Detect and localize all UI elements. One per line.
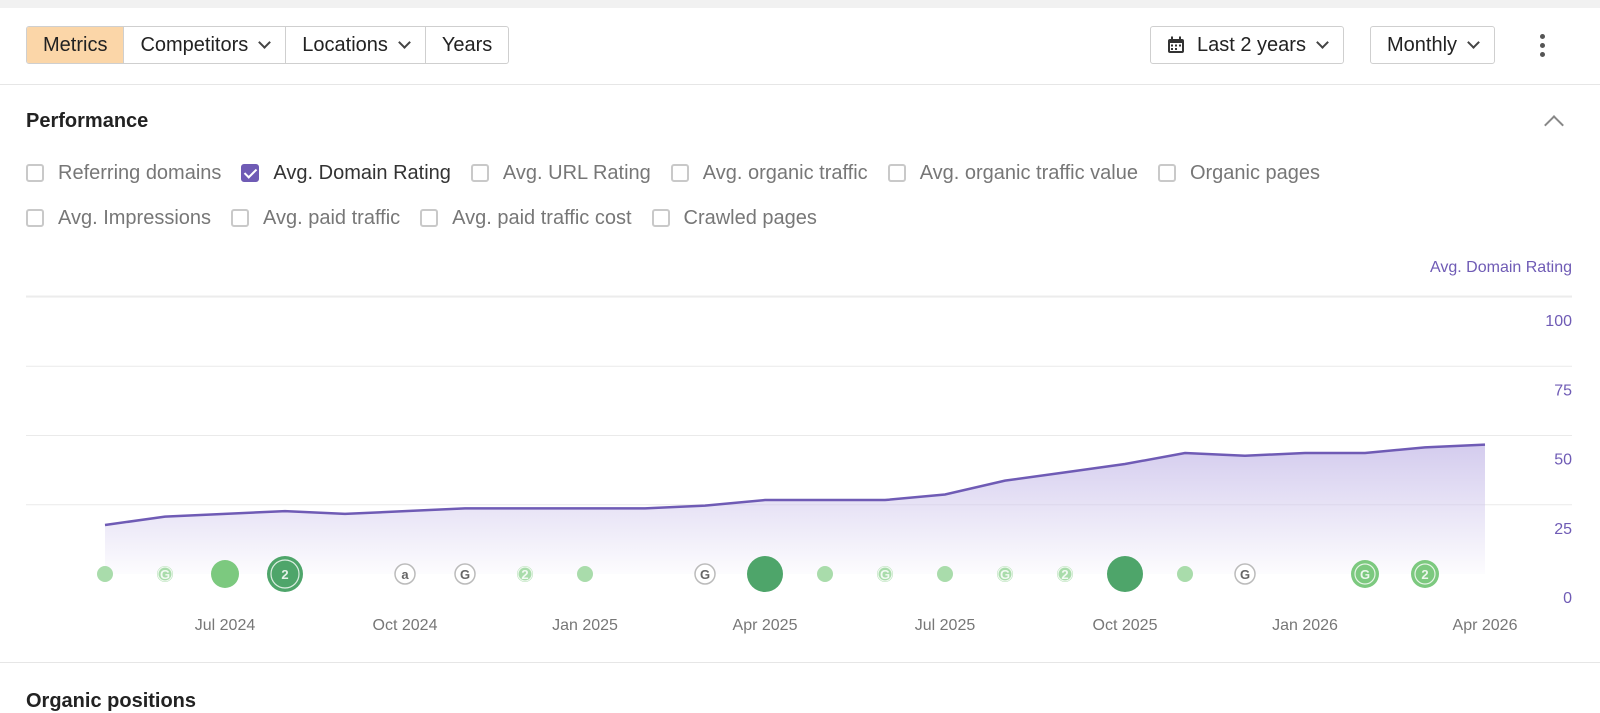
y-tick-label: 75: [1554, 382, 1572, 399]
metric-avg-organic-traffic[interactable]: Avg. organic traffic: [671, 162, 868, 185]
metric-label: Organic pages: [1190, 162, 1320, 185]
domain-rating-chart: Avg. Domain Rating G 2 a G 2 G G G 2 G G 2 Jul 2024…: [0, 250, 1600, 650]
chevron-up-icon[interactable]: [1544, 115, 1564, 135]
metric-label: Avg. organic traffic value: [920, 162, 1138, 185]
x-tick-label: Jul 2025: [915, 617, 976, 634]
chevron-down-icon: [1467, 36, 1480, 49]
event-marker-label: G: [460, 567, 470, 582]
chevron-down-icon: [1316, 36, 1329, 49]
event-marker-label: 2: [281, 567, 288, 582]
event-marker: [747, 556, 783, 592]
metric-label: Referring domains: [58, 162, 221, 185]
event-marker-label: G: [160, 567, 170, 582]
event-marker-label: 2: [521, 567, 528, 582]
tab-locations[interactable]: Locations: [286, 27, 426, 63]
event-marker-label: G: [700, 567, 710, 582]
metric-avg-impressions[interactable]: Avg. Impressions: [26, 207, 211, 230]
next-section-title: Organic positions: [26, 690, 196, 713]
metric-label: Avg. Impressions: [58, 207, 211, 230]
metric-avg-organic-traffic-value[interactable]: Avg. organic traffic value: [888, 162, 1138, 185]
event-marker-label: G: [1240, 567, 1250, 582]
metric-label: Avg. Domain Rating: [273, 162, 451, 185]
date-range-label: Last 2 years: [1197, 34, 1306, 57]
y-tick-label: 100: [1545, 313, 1572, 330]
checkbox[interactable]: [26, 164, 44, 182]
x-tick-label: Oct 2024: [373, 617, 438, 634]
metric-checkboxes-row-2: Avg. Impressions Avg. paid traffic Avg. …: [26, 203, 837, 233]
tab-label: Metrics: [43, 34, 107, 57]
tab-label: Locations: [302, 34, 388, 57]
checkbox[interactable]: [652, 209, 670, 227]
metric-label: Avg. organic traffic: [703, 162, 868, 185]
metric-crawled-pages[interactable]: Crawled pages: [652, 207, 817, 230]
x-tick-label: Apr 2025: [733, 617, 798, 634]
event-marker: [211, 560, 239, 588]
checkbox[interactable]: [471, 164, 489, 182]
event-marker-label: 2: [1421, 567, 1428, 582]
metric-referring-domains[interactable]: Referring domains: [26, 162, 221, 185]
kebab-menu-icon[interactable]: [1535, 34, 1551, 60]
interval-dropdown[interactable]: Monthly: [1370, 26, 1495, 64]
event-marker: [1107, 556, 1143, 592]
metric-avg-paid-traffic[interactable]: Avg. paid traffic: [231, 207, 400, 230]
checkbox[interactable]: [420, 209, 438, 227]
date-range-dropdown[interactable]: Last 2 years: [1150, 26, 1344, 64]
metric-checkboxes-row-1: Referring domains Avg. Domain Rating Avg…: [26, 158, 1340, 188]
metric-label: Avg. paid traffic: [263, 207, 400, 230]
chevron-down-icon: [258, 36, 271, 49]
y-tick-label: 50: [1554, 452, 1572, 469]
checkbox[interactable]: [231, 209, 249, 227]
tab-competitors[interactable]: Competitors: [124, 27, 286, 63]
metrics-tab-group: Metrics Competitors Locations Years: [26, 26, 509, 64]
event-marker: [817, 566, 833, 582]
event-marker-label: a: [401, 567, 409, 582]
x-tick-label: Jul 2024: [195, 617, 256, 634]
tab-years[interactable]: Years: [426, 27, 508, 63]
series-area-fill: [105, 445, 1485, 574]
metric-avg-domain-rating[interactable]: Avg. Domain Rating: [241, 162, 451, 185]
y-tick-label: 25: [1554, 521, 1572, 538]
section-divider: [0, 662, 1600, 663]
checkbox[interactable]: [888, 164, 906, 182]
y-axis-title: Avg. Domain Rating: [1430, 259, 1572, 276]
metric-avg-url-rating[interactable]: Avg. URL Rating: [471, 162, 651, 185]
x-tick-label: Jan 2025: [552, 617, 618, 634]
metric-avg-paid-traffic-cost[interactable]: Avg. paid traffic cost: [420, 207, 631, 230]
event-marker-label: G: [880, 567, 890, 582]
checkbox[interactable]: [1158, 164, 1176, 182]
checkbox-checked[interactable]: [241, 164, 259, 182]
event-marker: [1177, 566, 1193, 582]
interval-label: Monthly: [1387, 34, 1457, 57]
tab-metrics[interactable]: Metrics: [27, 27, 124, 63]
chevron-down-icon: [398, 36, 411, 49]
tab-label: Competitors: [140, 34, 248, 57]
y-tick-label: 0: [1563, 590, 1572, 607]
checkbox[interactable]: [671, 164, 689, 182]
event-marker: [97, 566, 113, 582]
event-marker: [937, 566, 953, 582]
metric-label: Avg. URL Rating: [503, 162, 651, 185]
tab-label: Years: [442, 34, 492, 57]
event-marker-label: G: [1360, 567, 1370, 582]
x-tick-label: Apr 2026: [1453, 617, 1518, 634]
x-tick-label: Oct 2025: [1093, 617, 1158, 634]
top-edge: [0, 0, 1600, 8]
calendar-icon: [1167, 36, 1185, 54]
event-marker-label: G: [1000, 567, 1010, 582]
metric-label: Crawled pages: [684, 207, 817, 230]
x-tick-label: Jan 2026: [1272, 617, 1338, 634]
checkbox[interactable]: [26, 209, 44, 227]
event-marker-label: 2: [1061, 567, 1068, 582]
report-toolbar: Metrics Competitors Locations Years Last…: [0, 8, 1600, 85]
event-marker: [577, 566, 593, 582]
section-title: Performance: [26, 110, 148, 133]
metric-organic-pages[interactable]: Organic pages: [1158, 162, 1320, 185]
metric-label: Avg. paid traffic cost: [452, 207, 631, 230]
